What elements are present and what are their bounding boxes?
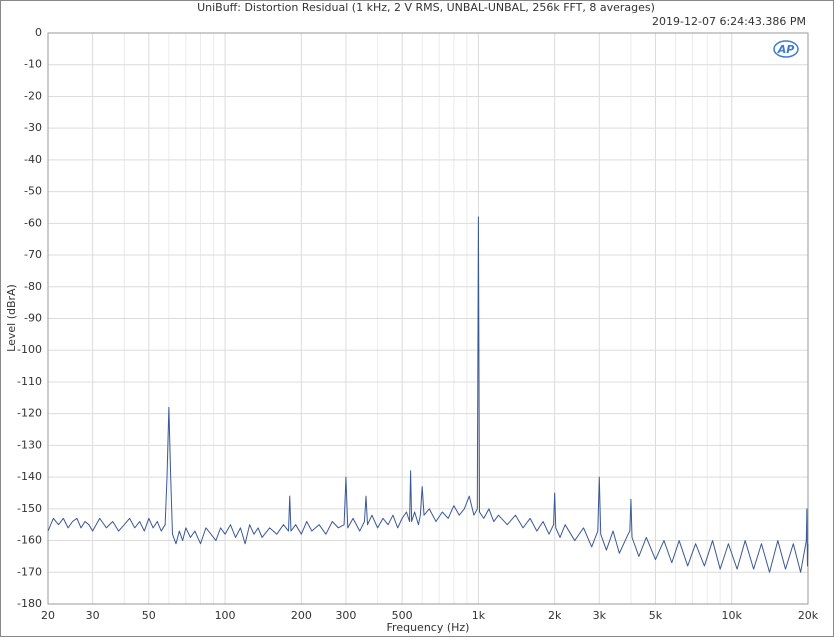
svg-text:AP: AP	[777, 43, 795, 56]
x-tick-label: 3k	[593, 609, 607, 622]
x-tick-label: 200	[291, 609, 312, 622]
chart-title: UniBuff: Distortion Residual (1 kHz, 2 V…	[197, 1, 655, 14]
y-tick-label: -60	[24, 216, 42, 229]
y-tick-label: -50	[24, 185, 42, 198]
ap-logo: AP	[773, 40, 799, 58]
y-tick-label: -80	[24, 280, 42, 293]
y-tick-label: -130	[17, 438, 42, 451]
y-tick-label: -150	[17, 502, 42, 515]
y-tick-label: -30	[24, 121, 42, 134]
x-tick-label: 500	[392, 609, 413, 622]
y-tick-label: -110	[17, 375, 42, 388]
timestamp: 2019-12-07 6:24:43.386 PM	[652, 15, 806, 28]
x-tick-label: 100	[215, 609, 236, 622]
y-tick-label: -140	[17, 470, 42, 483]
x-tick-label: 300	[335, 609, 356, 622]
y-tick-label: -170	[17, 565, 42, 578]
x-tick-label: 5k	[649, 609, 663, 622]
y-tick-label: -40	[24, 153, 42, 166]
y-tick-label: 0	[35, 26, 42, 39]
y-tick-label: -70	[24, 248, 42, 261]
y-axis-title: Level (dBrA)	[5, 284, 18, 352]
data-line	[47, 216, 809, 573]
x-tick-label: 20	[41, 609, 55, 622]
y-tick-label: -10	[24, 58, 42, 71]
plot-border	[47, 32, 809, 605]
y-tick-label: -180	[17, 597, 42, 610]
y-tick-label: -120	[17, 407, 42, 420]
y-tick-label: -160	[17, 534, 42, 547]
x-tick-label: 30	[86, 609, 100, 622]
y-tick-label: -100	[17, 343, 42, 356]
y-tick-label: -20	[24, 89, 42, 102]
x-tick-label: 20k	[798, 609, 819, 622]
x-tick-label: 10k	[722, 609, 743, 622]
x-tick-label: 50	[142, 609, 156, 622]
x-axis-title: Frequency (Hz)	[387, 621, 470, 634]
x-tick-label: 1k	[472, 609, 486, 622]
y-tick-label: -90	[24, 312, 42, 325]
x-tick-label: 2k	[548, 609, 562, 622]
